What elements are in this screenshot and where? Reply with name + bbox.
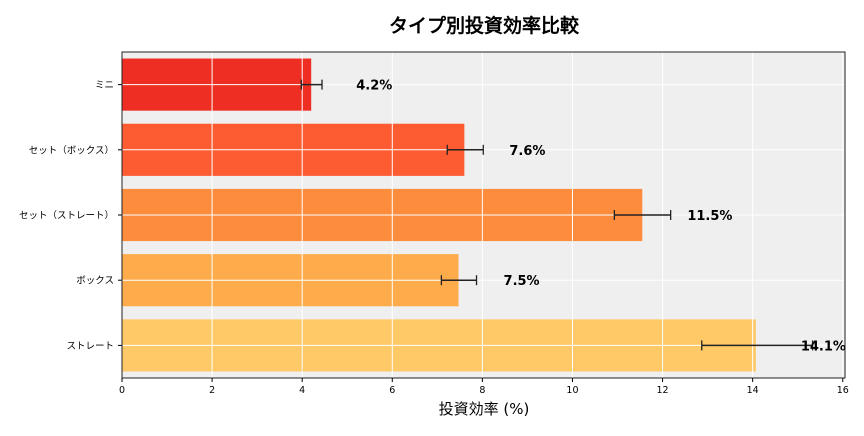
data-label: 7.6%	[509, 144, 545, 159]
y-tick-label: セット（ボックス）	[29, 144, 114, 156]
x-tick-label: 14	[747, 385, 759, 396]
x-tick-label: 8	[479, 385, 485, 396]
x-tick-label: 16	[837, 385, 849, 396]
x-tick-label: 6	[389, 385, 395, 396]
data-label: 11.5%	[687, 209, 732, 224]
y-tick-label: ボックス	[76, 276, 114, 287]
x-tick-label: 4	[299, 385, 305, 396]
chart-title: タイプ別投資効率比較	[389, 14, 580, 37]
plot-frame	[121, 51, 846, 379]
data-label: 7.5%	[504, 274, 540, 289]
x-tick-label: 0	[119, 385, 125, 396]
y-tick-label: ミニ	[95, 80, 114, 91]
y-tick-label: ストレート	[66, 341, 114, 352]
x-tick-label: 12	[657, 385, 669, 396]
data-label: 14.1%	[801, 339, 846, 354]
data-label: 4.2%	[356, 79, 392, 94]
x-tick-label: 2	[209, 385, 215, 396]
x-tick-label: 10	[566, 385, 578, 396]
y-tick-label: セット（ストレート）	[19, 210, 114, 222]
x-axis-label: 投資効率 (%)	[439, 400, 530, 418]
